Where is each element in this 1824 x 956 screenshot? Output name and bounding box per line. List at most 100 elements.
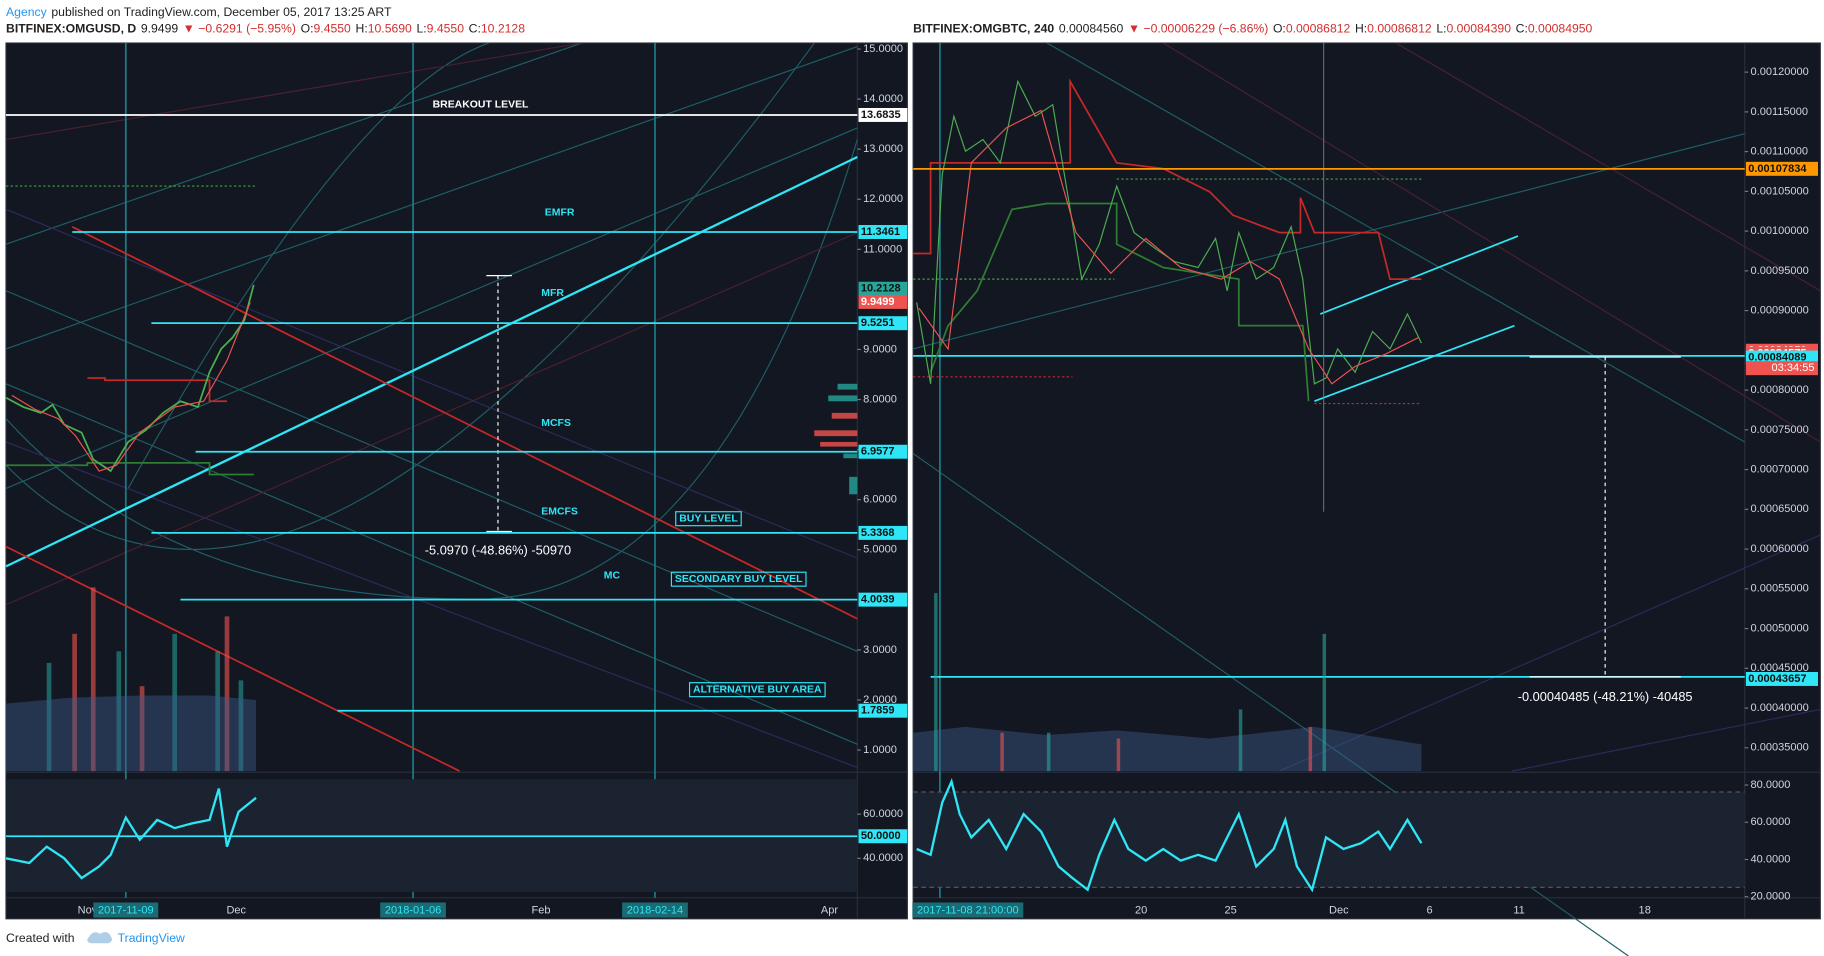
price-badge-label: 6.9577 <box>861 446 895 458</box>
ohlc-value: 0.00086812 <box>1367 21 1432 35</box>
last-price: 0.00084560 <box>1059 21 1124 35</box>
price-badge <box>858 107 908 122</box>
price-badge <box>858 294 908 309</box>
ohlc-label: O: <box>1273 21 1286 35</box>
annotation-box <box>675 511 742 527</box>
price-tick-label: 0.00065000 <box>1751 503 1809 515</box>
change: ▼ −0.6291 (−5.95%) <box>183 21 296 35</box>
annotation: MC <box>604 570 621 581</box>
ohlc-label: H: <box>356 21 368 35</box>
price-tick-label: 0.00070000 <box>1751 463 1809 475</box>
price-tick-label: 0.00090000 <box>1751 305 1809 317</box>
price-badge <box>858 525 908 540</box>
annotation: MFR <box>541 288 564 299</box>
countdown-badge <box>1745 361 1818 376</box>
symbol: BITFINEX:OMGUSD, D <box>6 21 136 35</box>
time-badge <box>380 902 446 918</box>
time-label: 11 <box>1513 905 1524 917</box>
rsi-tick-label: 60.0000 <box>1751 816 1791 828</box>
rsi-badge <box>858 829 908 844</box>
price-badge-label: 1.7859 <box>861 705 895 717</box>
right-drawings <box>912 42 1821 956</box>
rsi-tick-label: 40.0000 <box>863 852 903 864</box>
price-badge <box>1745 350 1818 365</box>
ohlc-value: 0.00084390 <box>1447 21 1512 35</box>
publisher-text: published on TradingView.com, December 0… <box>51 5 392 19</box>
symbol: BITFINEX:OMGBTC, 240 <box>913 21 1054 35</box>
time-label: Dec <box>226 905 246 917</box>
price-tick-label: 0.00035000 <box>1751 742 1809 754</box>
publisher-author[interactable]: Agency <box>6 5 48 19</box>
price-tick-label: 0.00115000 <box>1751 106 1808 118</box>
annotation: MCFS <box>541 418 571 429</box>
price-tick-label: 0.00105000 <box>1751 185 1809 197</box>
rsi-tick-label: 20.0000 <box>1751 891 1791 903</box>
last-price: 9.9499 <box>141 21 179 35</box>
annotation-box <box>688 682 826 698</box>
ohlc-value: 10.2128 <box>481 21 525 35</box>
price-badge-label: 9.5251 <box>861 317 895 329</box>
price-tick-label: 1.0000 <box>863 744 897 756</box>
price-tick-label: 0.00110000 <box>1751 146 1808 158</box>
price-tick-label: 0.00040000 <box>1751 702 1809 714</box>
price-badge-label: 9.9499 <box>861 296 895 308</box>
price-badge-label: 0.00107834 <box>1748 163 1807 175</box>
ohlc-label: C: <box>1516 21 1528 35</box>
ohlc-value: 10.5690 <box>368 21 412 35</box>
price-badge-label: 11.3461 <box>861 226 900 238</box>
footer-text: Created with <box>6 931 75 945</box>
price-tick-label: 0.00100000 <box>1751 225 1809 237</box>
rsi-tick-label: 40.0000 <box>1751 853 1791 865</box>
price-tick-label: 9.0000 <box>863 343 897 355</box>
price-badge <box>858 703 908 718</box>
price-tick-label: 3.0000 <box>863 644 897 656</box>
price-badge <box>1745 161 1818 176</box>
ohlc-label: C: <box>469 21 481 35</box>
price-tick-label: 11.0000 <box>863 243 902 255</box>
rsi-tick-label: 60.0000 <box>863 808 903 820</box>
footer-brand[interactable]: TradingView <box>118 931 185 945</box>
annotation: ALTERNATIVE BUY AREA <box>693 684 822 695</box>
price-tick-label: 14.0000 <box>863 93 903 105</box>
countdown: 03:34:55 <box>1772 362 1815 374</box>
ohlc-label: L: <box>417 21 427 35</box>
time-label: 6 <box>1426 905 1432 917</box>
time-label: 18 <box>1639 905 1651 917</box>
ohlc-value: 0.00084950 <box>1528 21 1593 35</box>
price-badge-label: 10.2128 <box>861 283 901 295</box>
annotation: SECONDARY BUY LEVEL <box>675 574 803 585</box>
price-tick-label: 0.00050000 <box>1751 622 1809 634</box>
price-tick-label: 0.00075000 <box>1751 424 1809 436</box>
time-badge-label: 2017-11-08 21:00:00 <box>917 905 1019 917</box>
time-label: Feb <box>531 905 550 917</box>
price-badge-label: 5.3368 <box>861 527 895 539</box>
time-badge-label: 2018-02-14 <box>627 905 683 917</box>
price-tick-label: 0.00080000 <box>1751 384 1809 396</box>
price-badge <box>858 592 908 607</box>
measure-label: -5.0970 (-48.86%) -50970 <box>425 543 571 558</box>
time-label: Dec <box>1329 905 1349 917</box>
tv-logo <box>87 932 112 944</box>
ohlc-label: O: <box>301 21 314 35</box>
price-tick-label: 0.00095000 <box>1751 265 1809 277</box>
annotation-box <box>670 571 807 587</box>
time-badge <box>622 902 688 918</box>
price-tick-label: 0.00055000 <box>1751 583 1809 595</box>
annotation: EMCFS <box>541 506 578 517</box>
ohlc-value: 9.4550 <box>314 21 352 35</box>
price-tick-label: 0.00120000 <box>1751 66 1809 78</box>
annotation: BREAKOUT LEVEL <box>433 99 529 110</box>
price-tick-label: 8.0000 <box>863 393 897 405</box>
time-badge <box>93 902 159 918</box>
ohlc-label: L: <box>1436 21 1446 35</box>
ohlc-value: 0.00086812 <box>1286 21 1351 35</box>
change: ▼ −0.00006229 (−6.86%) <box>1128 21 1268 35</box>
time-label: 20 <box>1135 905 1147 917</box>
price-badge <box>858 225 908 239</box>
price-badge-label: 0.00084089 <box>1748 352 1806 364</box>
price-badge <box>858 444 908 459</box>
price-badge <box>858 281 908 296</box>
price-tick-label: 0.00060000 <box>1751 543 1809 555</box>
price-tick-label: 12.0000 <box>863 193 903 205</box>
